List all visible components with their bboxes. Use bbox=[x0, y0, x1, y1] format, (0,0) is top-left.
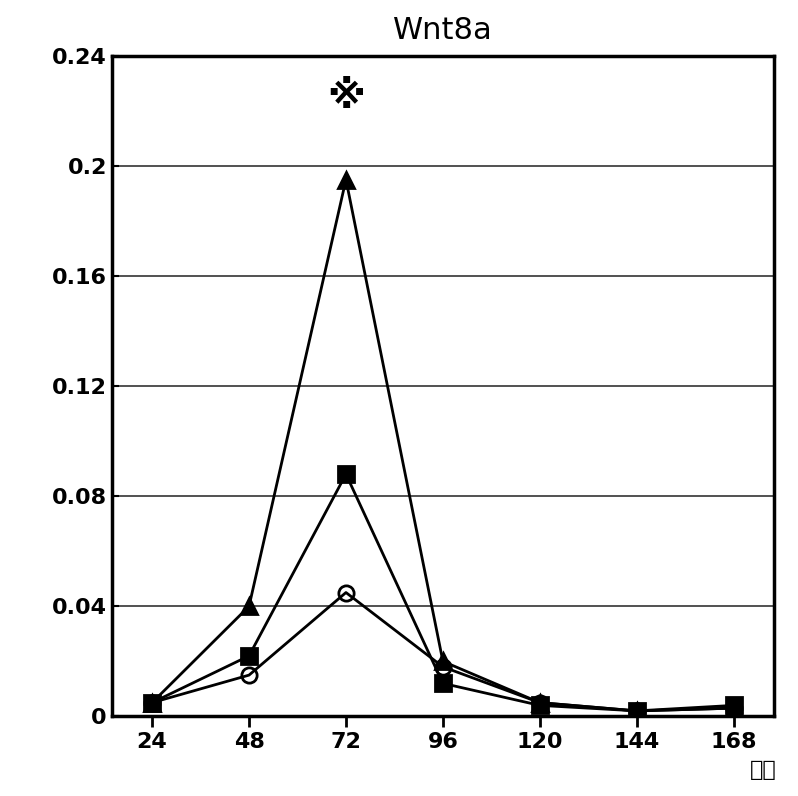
Title: Wnt8a: Wnt8a bbox=[393, 16, 492, 45]
Text: 小时: 小时 bbox=[750, 760, 776, 780]
Text: ※: ※ bbox=[327, 78, 365, 116]
